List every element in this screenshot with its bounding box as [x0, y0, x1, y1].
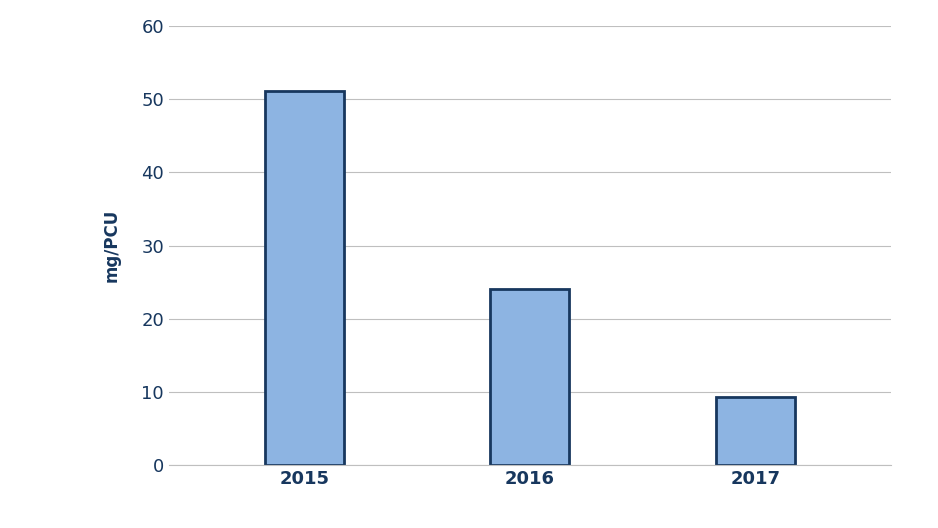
Y-axis label: mg/PCU: mg/PCU	[102, 209, 120, 282]
Bar	[717, 397, 795, 465]
Bar	[265, 91, 343, 465]
Bar	[491, 289, 569, 465]
